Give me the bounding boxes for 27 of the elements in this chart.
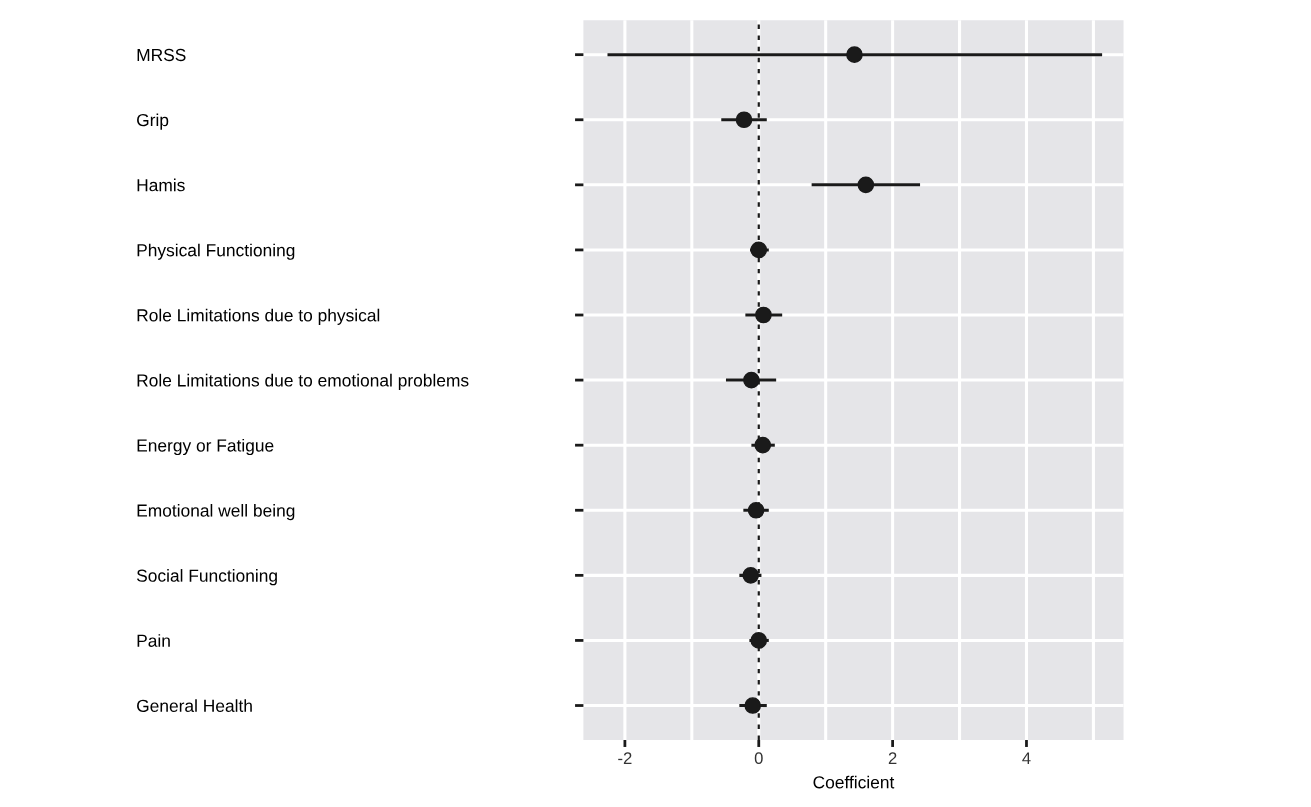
point — [743, 371, 760, 389]
y-tick-label: MRSS — [137, 48, 186, 62]
y-tick-label: Role Limitations due to physical — [137, 308, 380, 325]
y-tick-label: General Health — [137, 699, 252, 712]
y-tick-label: Energy or Fatigue — [137, 438, 274, 456]
point — [735, 111, 753, 129]
y-tick-label: Hamis — [137, 178, 185, 192]
y-tick-label: Emotional well being — [137, 503, 295, 521]
x-tick-label: 2 — [888, 752, 897, 764]
x-axis-title: Coefficient — [813, 775, 895, 789]
y-tick-label: Social Functioning — [136, 569, 277, 586]
y-tick-label: Physical Functioning — [137, 243, 295, 260]
x-tick-label: 0 — [754, 752, 763, 765]
y-tick-label: Role Limitations due to emotional problems — [137, 373, 469, 390]
point — [755, 306, 772, 324]
point — [750, 632, 768, 649]
y-tick-label: Grip — [137, 113, 169, 130]
point — [744, 697, 762, 714]
point — [846, 46, 863, 64]
point — [750, 241, 768, 259]
x-tick-label: -2 — [618, 752, 632, 764]
point — [754, 436, 772, 454]
point — [857, 176, 875, 194]
point — [742, 567, 760, 584]
y-tick-label: Pain — [137, 634, 170, 647]
x-tick-label: 4 — [1022, 752, 1031, 764]
point — [747, 501, 765, 519]
